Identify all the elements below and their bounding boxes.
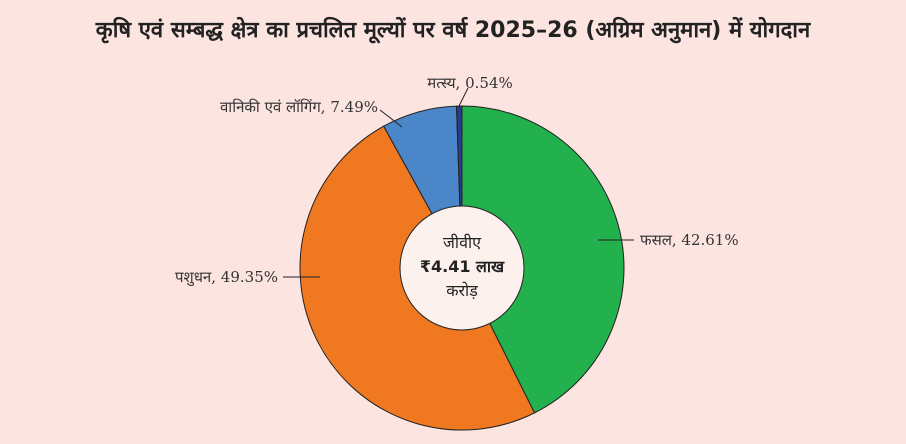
- leader-lines: [283, 87, 634, 278]
- slice-label-forestry: वानिकी एवं लॉगिंग, 7.49%: [220, 98, 378, 116]
- donut-hole: [399, 205, 525, 331]
- slice-label-crops: फसल, 42.61%: [640, 231, 739, 249]
- slice-crops: [461, 105, 625, 414]
- center-label-line1: जीवीए: [443, 233, 482, 252]
- chart-title: कृषि एवं सम्बद्ध क्षेत्र का प्रचलित मूल्…: [95, 18, 811, 43]
- slice-labels: फसल, 42.61% पशुधन, 49.35% वानिकी एवं लॉगिं…: [175, 74, 739, 287]
- leader-line-fisheries: [458, 87, 469, 107]
- slice-label-livestock: पशुधन, 49.35%: [175, 268, 278, 287]
- leader-line-forestry: [379, 109, 403, 128]
- center-label-line3: करोड़: [446, 281, 478, 300]
- center-label-line2: ₹4.41 लाख: [420, 257, 505, 276]
- slice-label-fisheries: मत्स्य, 0.54%: [427, 74, 513, 92]
